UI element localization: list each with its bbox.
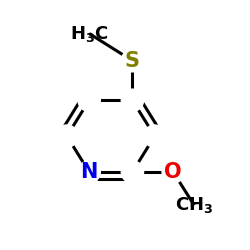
- Circle shape: [121, 89, 144, 112]
- Text: N: N: [80, 162, 98, 182]
- Circle shape: [78, 89, 100, 112]
- Text: S: S: [125, 51, 140, 71]
- Text: $\mathregular{CH_3}$: $\mathregular{CH_3}$: [175, 195, 213, 215]
- Circle shape: [144, 125, 166, 147]
- Circle shape: [121, 50, 144, 72]
- Circle shape: [121, 161, 144, 183]
- Circle shape: [162, 161, 184, 183]
- Text: $\mathregular{H_3C}$: $\mathregular{H_3C}$: [70, 24, 108, 44]
- Text: O: O: [164, 162, 182, 182]
- Circle shape: [56, 125, 78, 147]
- Circle shape: [78, 161, 100, 183]
